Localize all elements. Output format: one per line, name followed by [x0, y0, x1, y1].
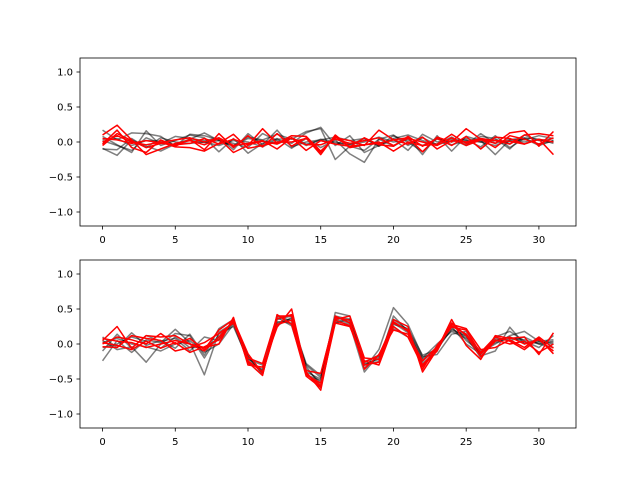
- bottom-y-tick-label-3: 0.5: [57, 305, 73, 316]
- top-y-tick-label-3: 0.5: [57, 103, 73, 114]
- top-x-tick-label-0: 0: [99, 235, 105, 246]
- top-series-line-10: [102, 132, 554, 149]
- bottom-y-tick-label-0: −1.0: [49, 410, 73, 421]
- bottom-plot-lines: [101, 306, 555, 391]
- bottom-x-axis: 0 5 10 15 20 25 30: [99, 428, 545, 448]
- top-y-tick-label-1: −0.5: [49, 173, 73, 184]
- bottom-x-tick-label-0: 0: [99, 437, 105, 448]
- top-x-tick-label-10: 10: [242, 235, 255, 246]
- top-x-axis: 0 5 10 15 20 25 30: [99, 226, 545, 246]
- bottom-y-tick-label-4: 1.0: [57, 270, 73, 281]
- top-y-tick-label-2: 0.0: [57, 138, 73, 149]
- bottom-axes-frame: [79, 259, 577, 429]
- bottom-x-tick-label-10: 10: [242, 437, 255, 448]
- bottom-y-tick-label-1: −0.5: [49, 375, 73, 386]
- top-x-tick-label-5: 5: [172, 235, 178, 246]
- top-subplot: 0 5 10 15 20 25 30 −1.0 −0.5 0.0 0.5 1.0: [49, 57, 577, 246]
- top-x-tick-label-15: 15: [314, 235, 327, 246]
- top-y-tick-label-4: 1.0: [57, 68, 73, 79]
- top-x-tick-label-25: 25: [460, 235, 473, 246]
- bottom-series-line-10: [102, 319, 554, 387]
- bottom-y-tick-label-2: 0.0: [57, 340, 73, 351]
- bottom-x-tick-label-5: 5: [172, 437, 178, 448]
- bottom-series-line-8: [102, 315, 554, 375]
- top-y-axis: −1.0 −0.5 0.0 0.5 1.0: [49, 68, 80, 219]
- bottom-x-tick-label-20: 20: [387, 437, 400, 448]
- top-x-tick-label-20: 20: [387, 235, 400, 246]
- bottom-subplot: 0 5 10 15 20 25 30 −1.0 −0.5 0.0 0.5 1.0: [49, 259, 577, 448]
- bottom-x-tick-label-25: 25: [460, 437, 473, 448]
- top-x-tick-label-30: 30: [533, 235, 546, 246]
- top-plot-lines: [102, 124, 554, 164]
- top-axes-frame: [79, 57, 577, 227]
- bottom-x-tick-label-30: 30: [533, 437, 546, 448]
- top-y-tick-label-0: −1.0: [49, 208, 73, 219]
- bottom-y-axis: −1.0 −0.5 0.0 0.5 1.0: [49, 270, 80, 421]
- top-series-line-9: [102, 133, 554, 154]
- bottom-x-tick-label-15: 15: [314, 437, 327, 448]
